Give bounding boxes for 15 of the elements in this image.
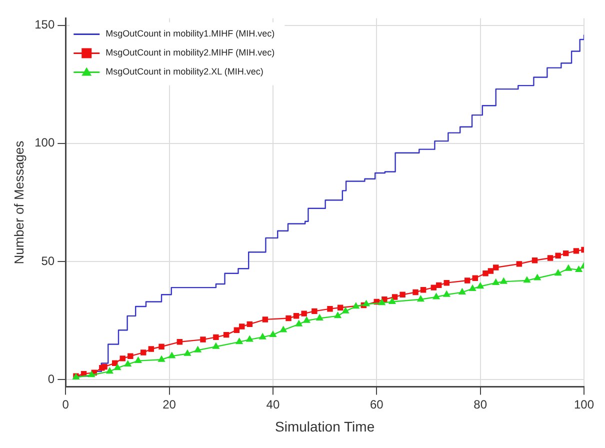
y-axis-title: Number of Messages (11, 140, 26, 264)
x-tick-label: 20 (162, 397, 176, 412)
x-tick-label: 60 (370, 397, 384, 412)
legend-label: MsgOutCount in mobility1.MIHF (MIH.vec) (106, 28, 275, 39)
legend-label: MsgOutCount in mobility2.MIHF (MIH.vec) (106, 48, 275, 58)
y-tick-label: 150 (34, 18, 55, 32)
x-tick-label: 80 (474, 397, 488, 412)
y-tick-label: 50 (41, 254, 55, 268)
x-axis-title: Simulation Time (275, 418, 375, 434)
y-tick-label: 0 (48, 372, 55, 386)
x-tick-label: 40 (266, 397, 280, 412)
y-tick-label: 100 (34, 136, 55, 150)
legend-label: MsgOutCount in mobility2.XL (MIH.vec) (106, 66, 264, 77)
x-tick-label: 100 (574, 397, 594, 412)
x-tick-label: 0 (62, 397, 70, 412)
